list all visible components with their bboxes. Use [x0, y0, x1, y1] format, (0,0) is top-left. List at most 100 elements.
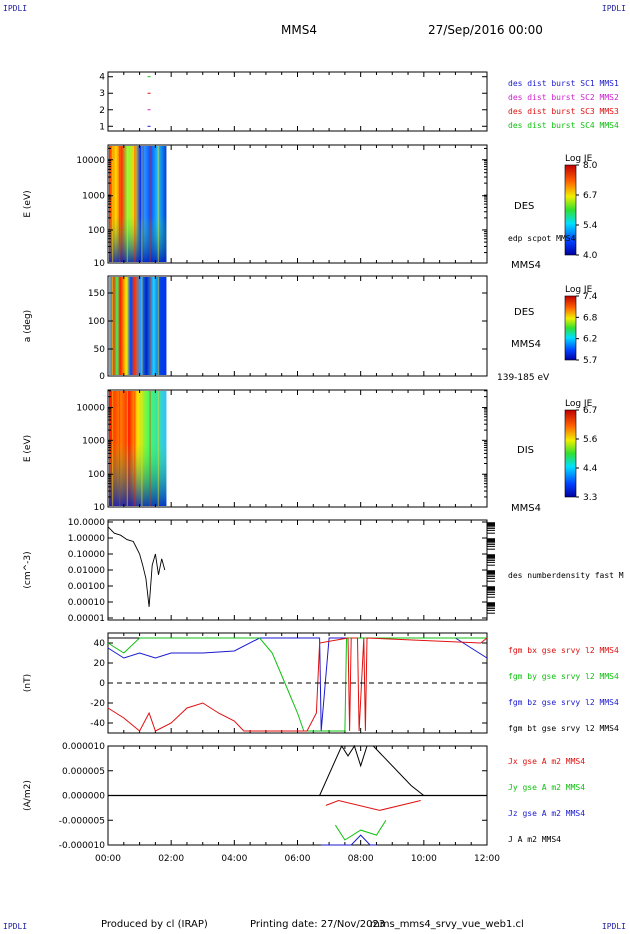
y-tick-label: -0.000005 — [59, 816, 105, 826]
y-tick-label: 150 — [88, 289, 105, 299]
y-tick-label: -40 — [90, 719, 105, 729]
y-tick-label: 0 — [99, 679, 105, 689]
y-tick-label: 0 — [99, 372, 105, 382]
colorbar — [564, 164, 577, 256]
corner-label-bottom-left: IPDLI — [3, 922, 28, 931]
x-tick-label: 02:00 — [158, 854, 184, 864]
legend-burst-sc4: des dist burst SC4 MMS4 — [508, 121, 619, 130]
panel-label-mms4: MMS4 — [511, 260, 541, 271]
y-tick-label: 10000 — [76, 404, 105, 414]
colorbar-tick-label: 8.0 — [583, 161, 598, 171]
y-tick-label: -20 — [90, 699, 105, 709]
corner-label-top-right: IPDLI — [601, 4, 626, 13]
y-tick-label: 0.00100 — [68, 582, 105, 592]
legend-burst-sc1: des dist burst SC1 MMS1 — [508, 79, 619, 88]
legend-burst-sc2: des dist burst SC2 MMS2 — [508, 93, 619, 102]
colorbar-title: Log JE — [565, 154, 593, 164]
y-tick-label: 100 — [88, 317, 105, 327]
colorbar-title: Log JE — [565, 285, 593, 295]
panel-label-mms4: MMS4 — [511, 503, 541, 514]
y-tick-label: 0.000000 — [62, 792, 105, 802]
y-tick-label: 100 — [88, 226, 105, 236]
footer-printing-date: Printing date: 27/Nov/2023 — [250, 919, 386, 930]
colorbar-title: Log JE — [565, 399, 593, 409]
y-tick-label: 0.10000 — [68, 550, 105, 560]
colorbar — [564, 295, 577, 361]
y-axis-label: (nT) — [23, 674, 33, 692]
series-line — [319, 744, 425, 796]
spectrogram-fill — [109, 277, 167, 375]
legend-density: des numberdensity fast M — [508, 571, 624, 580]
y-tick-label: 0.01000 — [68, 566, 105, 576]
y-tick-label: 20 — [94, 659, 106, 669]
legend-entry: Jx gse A m2 MMS4 — [508, 757, 585, 766]
footer-filename: mms_mms4_srvy_vue_web1.cl — [370, 919, 524, 930]
legend-entry: J A m2 MMS4 — [508, 835, 561, 844]
density-series-line — [107, 526, 166, 607]
y-tick-label: 40 — [94, 639, 106, 649]
series-line — [334, 820, 387, 841]
y-tick-label: 1 — [99, 122, 105, 132]
colorbar-tick-label: 5.7 — [583, 356, 597, 366]
panel-label-des: DES — [514, 307, 534, 318]
series-line — [107, 637, 488, 732]
colorbar-tick-label: 6.2 — [583, 335, 597, 345]
y-tick-label: 10.0000 — [68, 518, 105, 528]
colorbar-tick-label: 6.7 — [583, 406, 597, 416]
y-axis-label: E (eV) — [23, 435, 33, 462]
y-tick-label: 2 — [99, 106, 105, 116]
colorbar — [564, 409, 577, 498]
series-line — [107, 637, 488, 732]
y-tick-label: 0.000010 — [62, 742, 105, 752]
legend-entry: fgm by gse srvy l2 MMS4 — [508, 672, 619, 681]
x-tick-label: 00:00 — [95, 854, 121, 864]
panel-label-scpot: edp scpot MMS4 — [508, 234, 576, 243]
y-tick-label: 10 — [94, 259, 106, 269]
colorbar-tick-label: 5.4 — [583, 221, 598, 231]
y-tick-label: 1000 — [82, 192, 105, 202]
y-tick-label: 0.00010 — [68, 598, 105, 608]
panel-label-energy-range: 139-185 eV — [497, 373, 550, 383]
y-tick-label: 50 — [94, 345, 106, 355]
panel-label-mms4: MMS4 — [511, 339, 541, 350]
panel-frame-density — [107, 519, 488, 621]
colorbar-tick-label: 5.6 — [583, 435, 598, 445]
x-tick-label: 08:00 — [348, 854, 374, 864]
corner-label-bottom-right: IPDLI — [601, 922, 626, 931]
y-axis-label: a (deg) — [23, 310, 33, 342]
panel-frame-burst — [107, 71, 488, 132]
y-axis-label: (A/m2) — [23, 780, 33, 811]
y-tick-label: -0.000010 — [59, 841, 105, 851]
legend-entry: fgm bt gse srvy l2 MMS4 — [508, 724, 619, 733]
colorbar-tick-label: 7.4 — [583, 292, 598, 302]
y-tick-label: 0.000005 — [62, 767, 105, 777]
y-tick-label: 3 — [99, 89, 105, 99]
legend-entry: Jy gse A m2 MMS4 — [508, 783, 585, 792]
x-tick-label: 06:00 — [285, 854, 311, 864]
footer-producer: Produced by cl (IRAP) — [101, 919, 208, 930]
x-tick-label: 04:00 — [221, 854, 247, 864]
y-tick-label: 100 — [88, 470, 105, 480]
y-axis-label: (cm^-3) — [23, 551, 33, 588]
spectrogram-low-energy — [109, 442, 167, 506]
colorbar-tick-label: 4.0 — [583, 251, 598, 261]
colorbar-tick-label: 4.4 — [583, 464, 598, 474]
series-line — [107, 637, 487, 732]
x-tick-label: 10:00 — [411, 854, 437, 864]
y-tick-label: 1000 — [82, 436, 105, 446]
colorbar-tick-label: 3.3 — [583, 493, 597, 503]
legend-entry: fgm bx gse srvy l2 MMS4 — [508, 646, 619, 655]
spectrogram-low-energy — [109, 215, 167, 262]
legend-entry: Jz gse A m2 MMS4 — [508, 809, 585, 818]
y-tick-label: 1.00000 — [68, 534, 105, 544]
series-line — [321, 834, 377, 846]
series-line — [325, 799, 421, 811]
y-axis-label: E (eV) — [23, 190, 33, 217]
colorbar-tick-label: 6.8 — [583, 313, 598, 323]
panel-label-dis: DIS — [517, 445, 534, 456]
y-tick-label: 0.00001 — [68, 614, 105, 624]
x-tick-label: 12:00 — [474, 854, 500, 864]
corner-label-top-left: IPDLI — [3, 4, 28, 13]
colorbar-tick-label: 6.7 — [583, 191, 597, 201]
